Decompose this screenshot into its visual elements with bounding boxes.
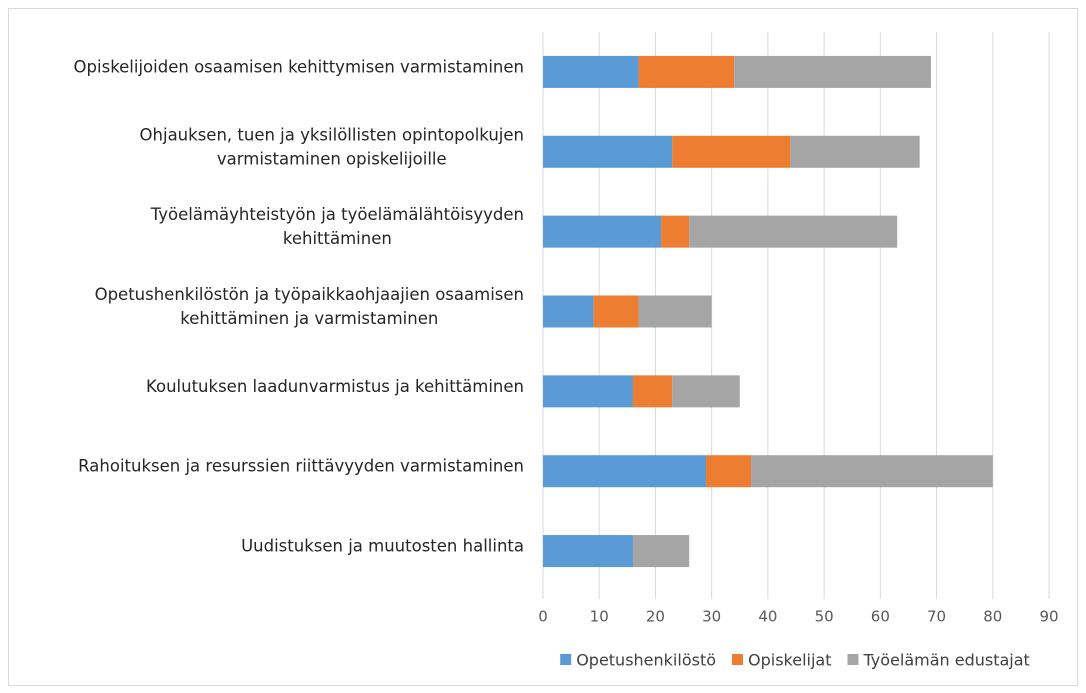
bar-segment [632, 535, 690, 568]
legend-swatch [560, 654, 572, 665]
bar-segment [543, 135, 673, 168]
category-label: kehittäminen ja varmistaminen [180, 309, 438, 328]
category-label: kehittäminen [283, 229, 392, 248]
bar-segment [543, 295, 594, 328]
bar-segment [543, 55, 639, 88]
x-tick-label: 80 [983, 608, 1002, 626]
legend-label: Työelämän edustajat [862, 651, 1029, 670]
legend-label: Opiskelijat [748, 651, 831, 670]
bar-segment [593, 295, 639, 328]
category-label: Opiskelijoiden osaamisen kehittymisen va… [74, 57, 524, 76]
bar-segment [689, 215, 898, 248]
bar-segment [672, 135, 791, 168]
bar-segment [661, 215, 690, 248]
bar-segment [706, 455, 752, 488]
bar-segment [632, 375, 673, 408]
category-label: Koulutuksen laadunvarmistus ja kehittämi… [146, 377, 524, 396]
category-label: Ohjauksen, tuen ja yksilöllisten opintop… [140, 125, 524, 144]
x-tick-label: 90 [1039, 608, 1058, 626]
bar-segment [543, 215, 662, 248]
bar-segment [638, 55, 735, 88]
x-tick-label: 40 [758, 608, 777, 626]
bar-segment [638, 295, 712, 328]
x-tick-label: 20 [646, 608, 665, 626]
bar-segment [543, 535, 633, 568]
x-tick-label: 10 [590, 608, 609, 626]
category-label: varmistaminen opiskelijoille [217, 149, 447, 168]
category-label: Työelämäyhteistyön ja työelämälähtöisyyd… [150, 205, 524, 224]
bar-segment [543, 455, 707, 488]
x-tick-label: 50 [815, 608, 834, 626]
category-label: Opetushenkilöstön ja työpaikkaohjaajien … [95, 285, 524, 304]
bar-segment [751, 455, 993, 488]
bar-segment [672, 375, 740, 408]
x-tick-label: 30 [702, 608, 721, 626]
bar-segment [790, 135, 920, 168]
bar-segment [734, 55, 931, 88]
bar-segment [543, 375, 633, 408]
legend-swatch [847, 654, 859, 665]
legend-label: Opetushenkilöstö [576, 651, 716, 670]
x-tick-label: 60 [871, 608, 890, 626]
legend-swatch [732, 654, 743, 665]
category-label: Uudistuksen ja muutosten hallinta [241, 537, 524, 556]
category-label: Rahoituksen ja resurssien riittävyyden v… [78, 457, 524, 476]
x-tick-label: 0 [538, 608, 548, 626]
x-tick-label: 70 [927, 608, 946, 626]
